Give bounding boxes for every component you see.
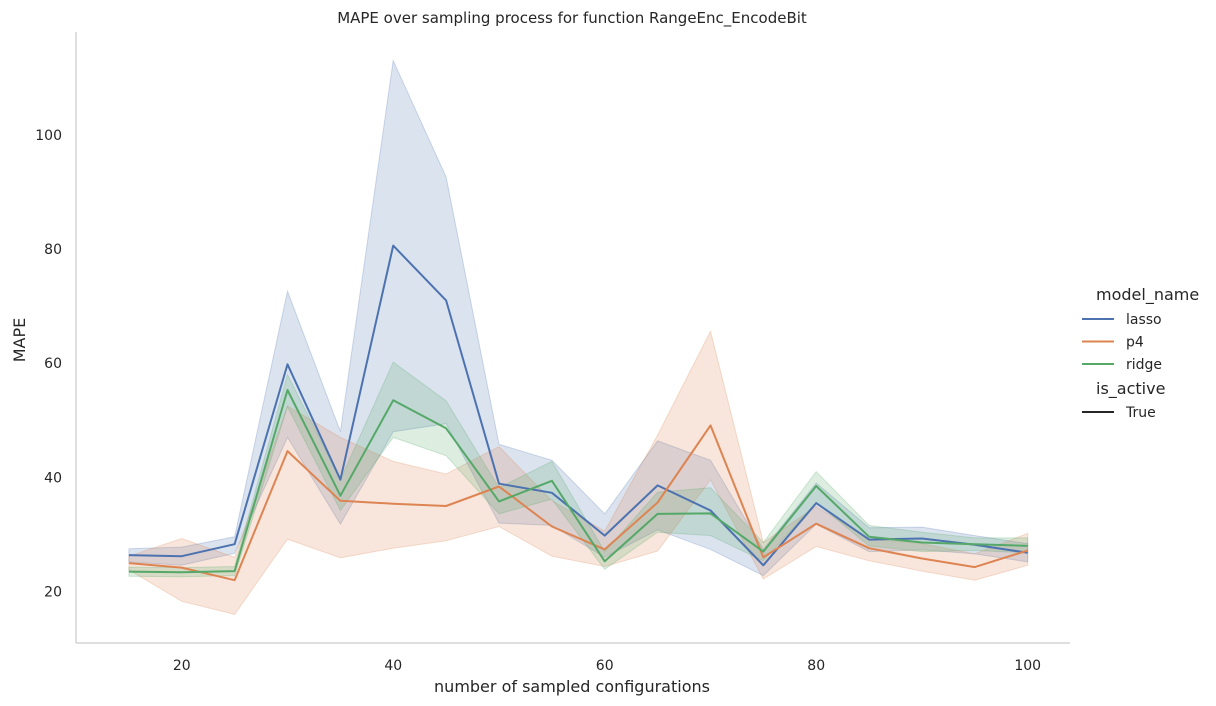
x-tick-label: 20 [173,658,191,674]
x-tick-labels: 20 40 60 80 100 [173,658,1041,674]
series-line-ridge [128,389,1028,574]
legend-style-label: True [1125,405,1156,421]
y-tick-labels: 20 40 60 80 100 [35,128,62,601]
x-tick-label: 80 [807,658,825,674]
x-tick-label: 40 [384,658,402,674]
series-line-lasso [128,244,1028,567]
legend-label-lasso: lasso [1126,312,1162,328]
x-axis-label: number of sampled configurations [434,677,710,696]
series-lines [128,244,1028,582]
y-tick-label: 80 [44,242,62,258]
confidence-bands [128,58,1029,615]
chart-title: MAPE over sampling process for function … [337,9,807,28]
y-tick-label: 100 [35,128,62,144]
legend-style-title: is_active [1096,379,1165,399]
legend-label-p4: p4 [1126,335,1144,351]
y-tick-label: 60 [44,356,62,372]
band-p4 [128,329,1029,615]
y-axis-label: MAPE [10,318,29,363]
band-lasso [128,58,1029,577]
legend-label-ridge: ridge [1126,357,1162,373]
legend-entries: lasso p4 ridge [1082,312,1162,373]
x-tick-label: 100 [1014,658,1041,674]
x-tick-label: 60 [596,658,614,674]
legend-hue-title: model_name [1096,285,1199,305]
series-line-p4 [128,424,1028,582]
y-tick-label: 20 [44,585,62,601]
y-tick-label: 40 [44,470,62,486]
legend: model_name lasso p4 ridge is_active True [1082,285,1199,421]
